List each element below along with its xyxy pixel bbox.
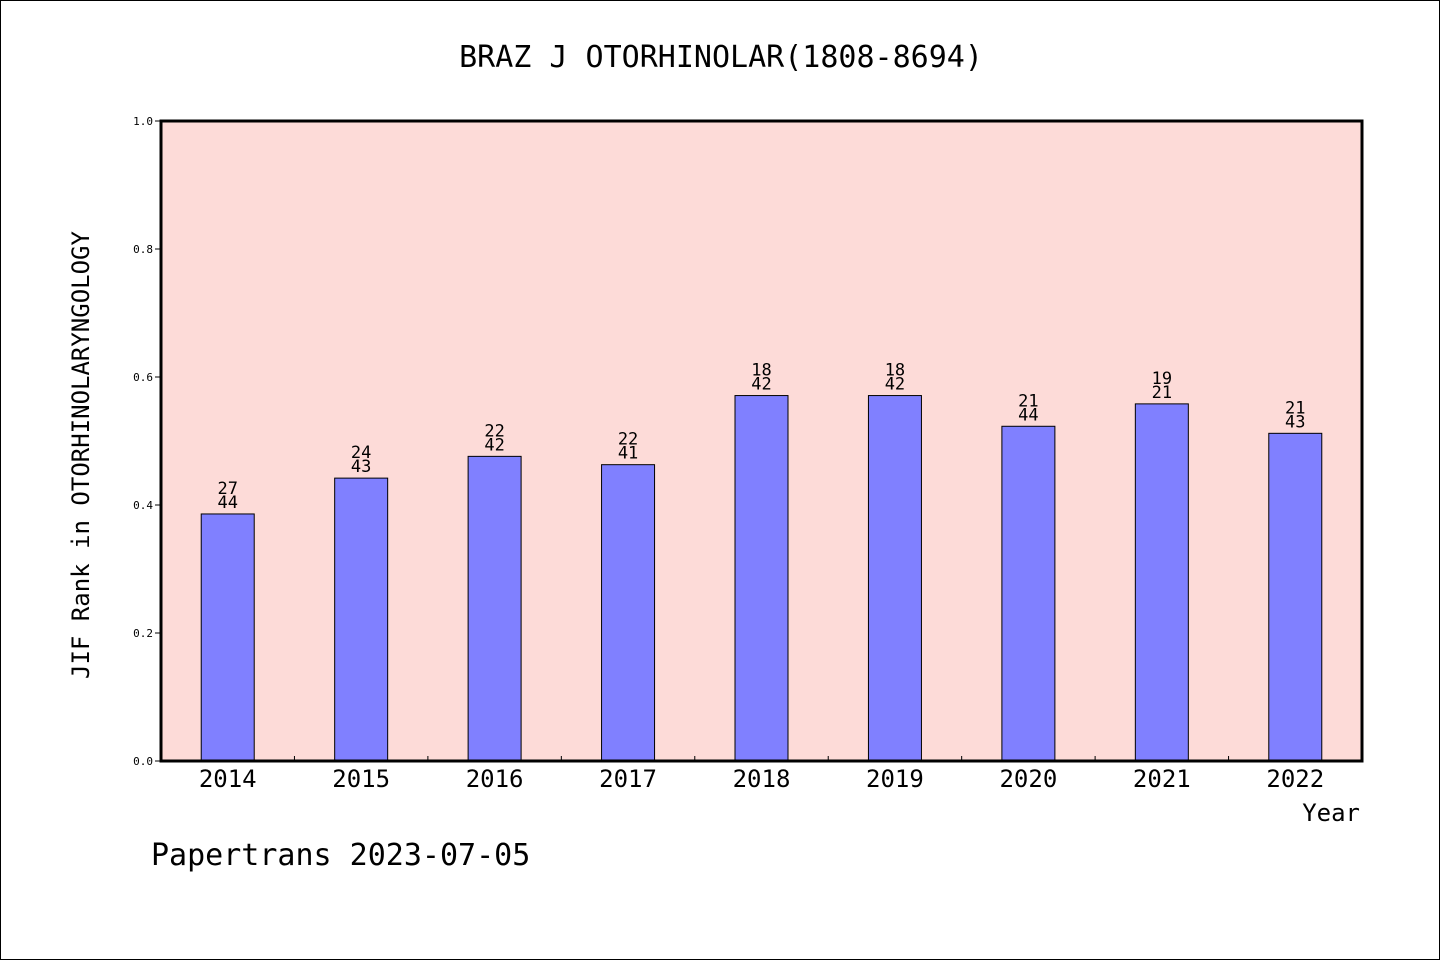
x-tick-label: 2021 [1133, 765, 1191, 793]
bar-2015 [334, 477, 389, 762]
y-tick-label: 0.2 [133, 627, 153, 640]
bar-rank-label: 19 [1152, 369, 1172, 389]
y-tick-label: 0.4 [133, 499, 153, 512]
bar-2016 [467, 455, 522, 762]
bar-rank-label: 22 [618, 430, 638, 450]
bar-total-label: 44 [1018, 405, 1038, 425]
bar-2020 [1001, 425, 1056, 762]
bar-2017 [601, 464, 656, 762]
plot-frame [159, 119, 1364, 763]
bar-rank-label: 21 [1285, 398, 1305, 418]
bar-2019 [867, 395, 922, 762]
bar-rank-label: 24 [351, 443, 371, 463]
y-tick-label: 0.6 [133, 371, 153, 384]
bar-rank-label: 27 [217, 479, 237, 499]
x-tick-label: 2015 [332, 765, 390, 793]
x-tick-label: 2022 [1266, 765, 1324, 793]
x-tick-label: 2014 [199, 765, 257, 793]
bar-rank-label: 21 [1018, 391, 1038, 411]
bar-2021 [1134, 403, 1189, 762]
x-tick-label: 2020 [999, 765, 1057, 793]
y-axis-label: JIF Rank in OTORHINOLARYNGOLOGY [67, 230, 95, 678]
x-axis: 2014 2015 2016 2017 2018 2019 2020 2021 2022 [199, 756, 1324, 793]
y-tick-label: 0.8 [133, 243, 153, 256]
bar-2022 [1268, 432, 1323, 762]
y-axis: 0.0 0.2 0.4 0.6 0.8 1.0 [133, 115, 161, 768]
bar-total-label: 42 [751, 375, 771, 395]
x-tick-label: 2019 [866, 765, 924, 793]
bar-total-label: 41 [618, 444, 638, 464]
x-tick-label: 2018 [733, 765, 791, 793]
bar-rank-label: 22 [484, 421, 504, 441]
bar-total-label: 21 [1152, 383, 1172, 403]
footer-text: Papertrans 2023-07-05 [151, 838, 530, 873]
x-tick-label: 2017 [599, 765, 657, 793]
bar-total-label: 42 [484, 435, 504, 455]
bar-2018 [734, 395, 789, 762]
bar-rank-label: 18 [885, 361, 905, 381]
bar-total-label: 42 [885, 375, 905, 395]
y-tick-label: 1.0 [133, 115, 153, 128]
bar-rank-label: 18 [751, 361, 771, 381]
y-tick-label: 0.0 [133, 755, 153, 768]
bar-2014 [200, 513, 255, 762]
x-axis-label: Year [1302, 799, 1360, 827]
bar-total-label: 43 [1285, 412, 1305, 432]
chart-title: BRAZ J OTORHINOLAR(1808-8694) [459, 40, 983, 75]
bar-total-label: 43 [351, 457, 371, 477]
bar-total-label: 44 [217, 493, 237, 513]
x-tick-label: 2016 [466, 765, 524, 793]
